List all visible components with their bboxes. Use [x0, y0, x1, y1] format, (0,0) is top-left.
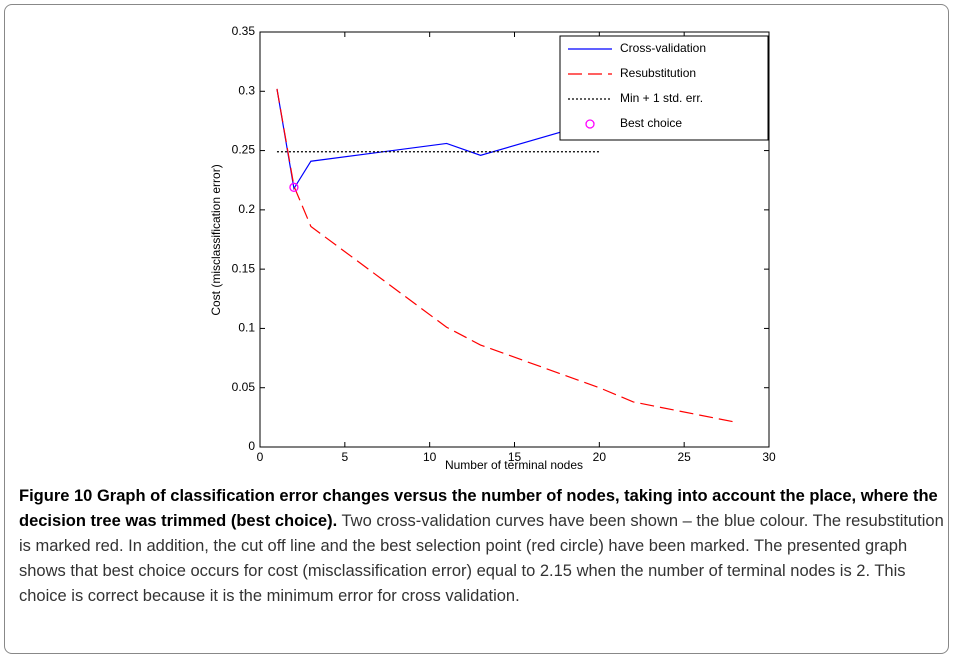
marker — [289, 182, 299, 192]
line — [276, 88, 600, 191]
x-tick-label: 30 — [762, 450, 776, 464]
x-tick-label: 20 — [593, 450, 607, 464]
x-tick-label: 0 — [257, 450, 264, 464]
legend-label: Best choice — [620, 116, 682, 130]
y-tick-label: 0 — [248, 439, 255, 453]
y-axis-label: Cost (misclassification error) — [209, 164, 223, 315]
y-tick-label: 0.35 — [232, 24, 256, 38]
figure-frame — [4, 4, 949, 654]
legend-marker — [585, 119, 595, 129]
y-tick-label: 0.3 — [238, 83, 255, 97]
chart: Number of terminal nodes Cost (misclassi… — [209, 24, 776, 472]
legend-label: Min + 1 std. err. — [620, 91, 703, 105]
caption-title: Figure 10 Graph of classification error … — [19, 487, 938, 530]
x-tick-label: 15 — [508, 450, 522, 464]
legend-label: Cross-validation — [620, 41, 706, 55]
x-tick-label: 10 — [423, 450, 437, 464]
x-axis-label: Number of terminal nodes — [445, 458, 583, 472]
y-tick-label: 0.2 — [238, 202, 255, 216]
y-tick-label: 0.15 — [232, 261, 256, 275]
y-tick-label: 0.05 — [232, 380, 256, 394]
x-tick-label: 5 — [341, 450, 348, 464]
caption-text: Two cross-validation curves have been sh… — [19, 512, 944, 605]
y-tick-label: 0.1 — [238, 321, 255, 335]
legend-box — [559, 35, 769, 141]
legend-label: Resubstitution — [620, 66, 696, 80]
x-tick-label: 25 — [677, 450, 691, 464]
line — [276, 88, 736, 423]
caption: Figure 10 Graph of classification error … — [19, 484, 944, 609]
y-tick-label: 0.25 — [232, 143, 256, 157]
